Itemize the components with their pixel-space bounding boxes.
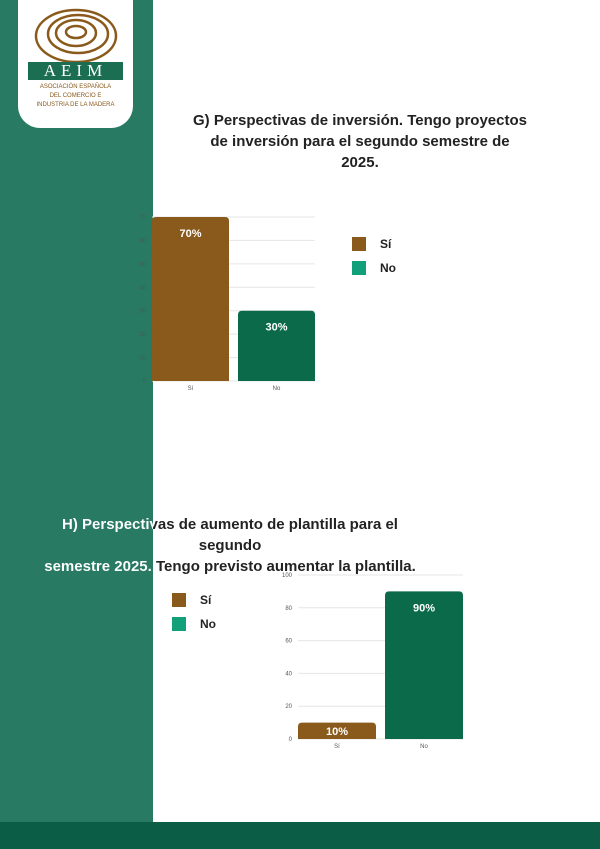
y-tick-label: 100 bbox=[282, 573, 293, 579]
data-label: 90% bbox=[413, 602, 435, 614]
data-label: 30% bbox=[265, 322, 287, 334]
y-tick-label: 30 bbox=[139, 309, 146, 315]
data-label: 70% bbox=[179, 228, 201, 240]
chart-h: 0 20 40 60 80 100 10% Sí 90% No bbox=[282, 573, 463, 750]
y-tick-label: 40 bbox=[285, 671, 292, 677]
y-tick-label: 60 bbox=[285, 639, 292, 645]
y-tick-label: 70 bbox=[139, 215, 146, 221]
y-tick-label: 0 bbox=[143, 379, 147, 385]
y-tick-label: 10 bbox=[139, 356, 146, 362]
legend-label: No bbox=[200, 617, 216, 631]
y-tick-label: 20 bbox=[139, 332, 146, 338]
x-tick-label: Sí bbox=[188, 386, 194, 392]
aeim-logo: AEIM ASOCIACIÓN ESPAÑOLA DEL COMERCIO E … bbox=[18, 0, 133, 128]
logo-subtitle-line: INDUSTRIA DE LA MADERA bbox=[36, 102, 115, 108]
bar-si bbox=[152, 217, 229, 381]
y-tick-label: 40 bbox=[139, 285, 146, 291]
sidebar-band bbox=[0, 0, 153, 822]
y-tick-label: 80 bbox=[285, 606, 292, 612]
y-tick-label: 0 bbox=[289, 737, 293, 743]
bar-si bbox=[298, 722, 376, 739]
logo-subtitle: ASOCIACIÓN ESPAÑOLA DEL COMERCIO E INDUS… bbox=[18, 83, 133, 110]
legend-item-si: Sí bbox=[352, 232, 396, 256]
legend-item-no: No bbox=[172, 612, 216, 636]
y-tick-label: 20 bbox=[285, 704, 292, 710]
legend-label: No bbox=[380, 261, 396, 275]
title-line: de inversión para el segundo semestre de… bbox=[210, 133, 510, 171]
bar-no bbox=[385, 591, 463, 739]
legend-label: Sí bbox=[200, 593, 212, 607]
x-tick-label: No bbox=[273, 386, 281, 392]
legend-swatch bbox=[352, 261, 366, 275]
legend-swatch bbox=[172, 593, 186, 607]
legend-swatch bbox=[172, 617, 186, 631]
legend-item-si: Sí bbox=[172, 588, 216, 612]
logo-subtitle-line: DEL COMERCIO E bbox=[49, 93, 102, 99]
data-label: 10% bbox=[326, 726, 348, 738]
logo-subtitle-line: ASOCIACIÓN ESPAÑOLA bbox=[39, 84, 112, 90]
chart-g: 0 10 20 30 40 50 60 70 70% Sí 30% No bbox=[139, 215, 315, 392]
y-tick-label: 60 bbox=[139, 238, 146, 244]
x-tick-label: Sí bbox=[334, 744, 340, 750]
y-tick-label: 50 bbox=[139, 262, 146, 268]
title-line: G) Perspectivas de inversión. Tengo proy… bbox=[193, 112, 527, 129]
logo-acronym: AEIM bbox=[28, 62, 123, 80]
bar-no bbox=[238, 310, 315, 381]
chart-h-legend: Sí No bbox=[172, 588, 216, 636]
legend-label: Sí bbox=[380, 237, 392, 251]
x-tick-label: No bbox=[420, 744, 428, 750]
chart-g-title: G) Perspectivas de inversión. Tengo proy… bbox=[190, 110, 530, 173]
chart-g-legend: Sí No bbox=[352, 232, 396, 280]
title-line: H) Perspectivas de aumento de plantilla … bbox=[62, 516, 398, 554]
legend-item-no: No bbox=[352, 256, 396, 280]
legend-swatch bbox=[352, 237, 366, 251]
footer-band bbox=[0, 822, 600, 849]
